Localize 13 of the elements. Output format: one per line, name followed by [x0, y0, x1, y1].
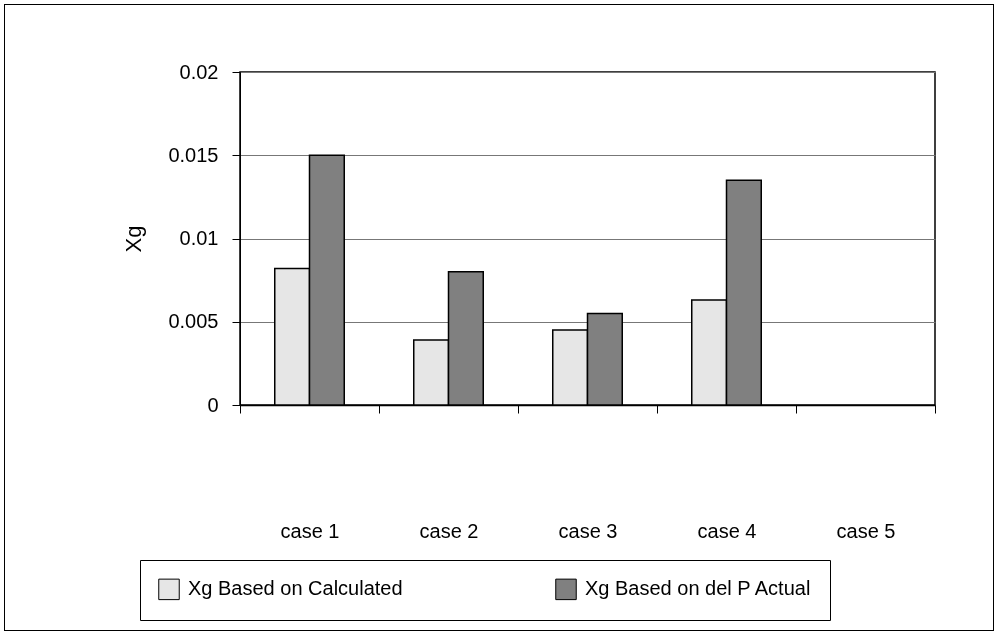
- x-tick-label: case 1: [280, 519, 340, 542]
- y-tick-label: 0.005: [168, 310, 219, 333]
- y-tick-label: 0.02: [179, 60, 219, 83]
- x-tick-label: case 2: [419, 519, 479, 542]
- x-tick-label: case 4: [697, 519, 757, 542]
- y-tick-label: 0.01: [179, 227, 219, 249]
- x-tick-label: case 3: [558, 519, 618, 542]
- y-axis-title: Xg: [121, 225, 147, 253]
- y-tick-label: 0: [207, 393, 219, 416]
- x-tick-label: case 5: [836, 519, 896, 542]
- legend-label: Xg Based on del P Actual: [585, 577, 811, 600]
- y-tick-label: 0.015: [168, 143, 219, 166]
- legend-label: Xg Based on Calculated: [188, 577, 403, 600]
